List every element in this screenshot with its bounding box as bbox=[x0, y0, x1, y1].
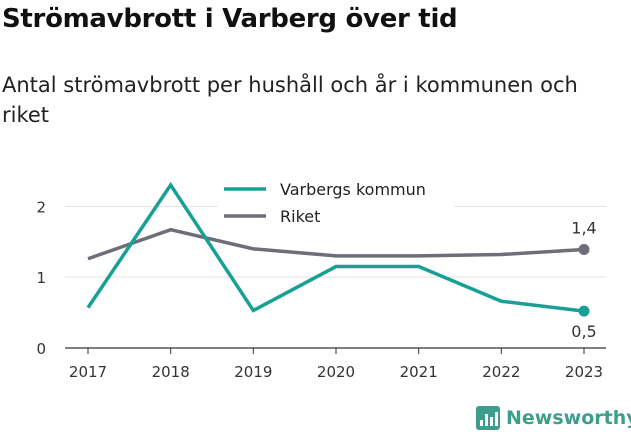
series-lines: 1,4 0,5 bbox=[86, 181, 597, 341]
x-tick-label: 2019 bbox=[234, 363, 272, 381]
x-tick-label: 2020 bbox=[317, 363, 355, 381]
series-end-label: 1,4 bbox=[571, 219, 596, 238]
bar-chart-icon bbox=[476, 406, 500, 430]
chart-subtitle: Antal strömavbrott per hushåll och år i … bbox=[2, 73, 578, 127]
series-end-point bbox=[578, 305, 590, 317]
legend-label: Riket bbox=[280, 207, 320, 226]
y-tick-label: 2 bbox=[36, 198, 46, 216]
brand-name: Newsworthy bbox=[506, 407, 631, 429]
legend: Varbergs kommun Riket bbox=[218, 176, 454, 230]
line-chart: 0 1 2 2017 2018 2019 2020 2021 2022 2023 1,4 0,5 V… bbox=[36, 176, 606, 381]
series-end-point bbox=[578, 244, 590, 256]
newsworthy-logo: Newsworthy bbox=[476, 406, 631, 430]
legend-label: Varbergs kommun bbox=[280, 180, 426, 199]
y-tick-label: 0 bbox=[36, 340, 46, 358]
series-line-riket bbox=[87, 227, 585, 261]
series-end-label: 0,5 bbox=[571, 322, 596, 341]
x-tick-label: 2022 bbox=[482, 363, 520, 381]
x-tick-label: 2018 bbox=[152, 363, 190, 381]
x-tick-label: 2021 bbox=[400, 363, 438, 381]
y-tick-label: 1 bbox=[36, 269, 46, 287]
chart-title: Strömavbrott i Varberg över tid bbox=[2, 4, 458, 34]
axes: 0 1 2 2017 2018 2019 2020 2021 2022 2023 bbox=[36, 198, 606, 381]
x-tick-label: 2023 bbox=[565, 363, 603, 381]
x-tick-label: 2017 bbox=[69, 363, 107, 381]
series-line-varberg bbox=[86, 181, 585, 313]
legend-background bbox=[218, 176, 454, 230]
